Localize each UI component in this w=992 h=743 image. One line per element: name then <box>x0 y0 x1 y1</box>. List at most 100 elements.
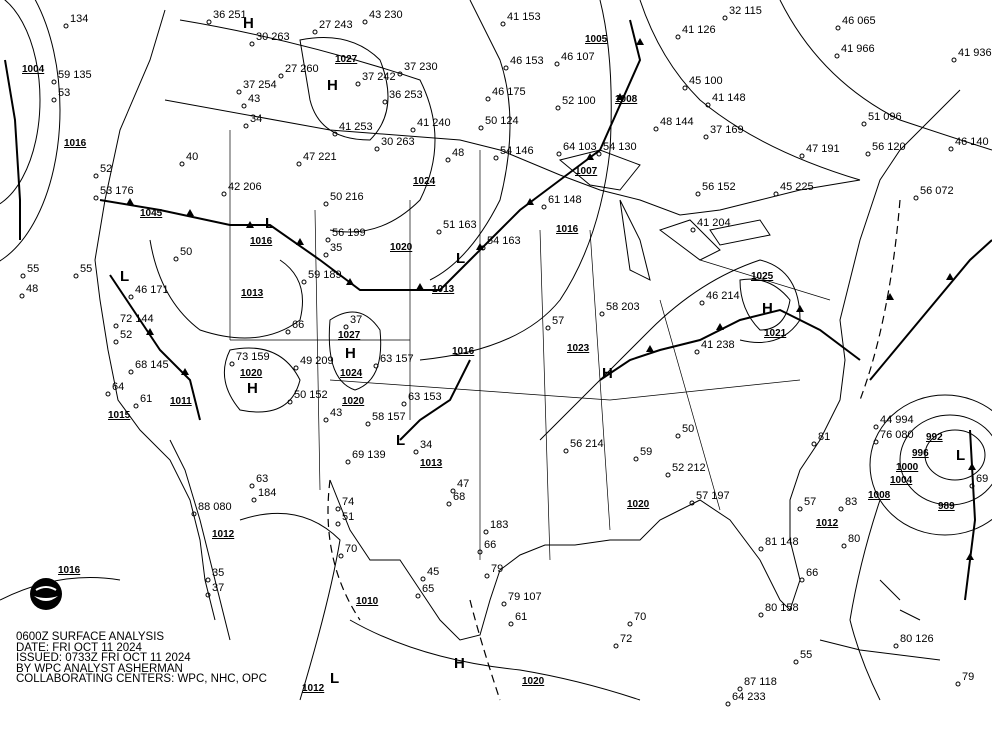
pressure-centers: H H H H H H H L L L L L L <box>120 15 965 687</box>
station-plot: 74 <box>342 496 354 508</box>
station-plot: 134 <box>70 13 88 25</box>
station-plot: 70 <box>345 543 357 555</box>
station-circle-icon <box>397 71 403 77</box>
cold-front-triangle-icon <box>126 198 134 205</box>
station-circle-icon <box>113 323 119 329</box>
station-circle-icon <box>221 191 227 197</box>
cold-front-triangle-icon <box>886 293 894 300</box>
station-circle-icon <box>285 329 291 335</box>
station-circle-icon <box>241 103 247 109</box>
station-plot: 63 <box>256 473 268 485</box>
station-circle-icon <box>484 573 490 579</box>
station-circle-icon <box>873 439 879 445</box>
station-plot: 83 <box>845 496 857 508</box>
cold-front-triangle-icon <box>616 93 624 100</box>
troughs <box>327 199 901 701</box>
station-plot: 61 <box>515 611 527 623</box>
isobar-label: 1012 <box>816 518 839 529</box>
station-circle-icon <box>689 500 695 506</box>
station-circle-icon <box>556 151 562 157</box>
station-plot: 72 144 <box>120 313 154 325</box>
station-circle-icon <box>799 153 805 159</box>
station-circle-icon <box>325 237 331 243</box>
station-plot: 76 080 <box>880 429 914 441</box>
station-circle-icon <box>811 441 817 447</box>
high-pressure-center: H <box>243 15 254 32</box>
station-plot: 48 144 <box>660 116 694 128</box>
cold-front-triangle-icon <box>636 38 644 45</box>
station-circle-icon <box>653 126 659 132</box>
station-plot: 66 <box>484 539 496 551</box>
station-plot: 48 <box>26 283 38 295</box>
high-pressure-center: H <box>602 365 613 382</box>
low-pressure-center: L <box>456 250 465 267</box>
station-plot: 56 152 <box>702 181 736 193</box>
station-plot: 51 163 <box>443 219 477 231</box>
station-plot: 52 100 <box>562 95 596 107</box>
station-plots: 134 59 135 53 55 48 52 53 176 40 50 55 46 171 72 14… <box>19 5 992 707</box>
station-circle-icon <box>229 361 235 367</box>
isobar-label: 1015 <box>108 410 131 421</box>
station-plot: 30 263 <box>256 31 290 43</box>
isobar-label: 1005 <box>585 34 608 45</box>
station-plot: 37 169 <box>710 124 744 136</box>
isobar-label: 1021 <box>764 328 787 339</box>
station-plot: 56 199 <box>332 227 366 239</box>
station-plot: 41 148 <box>712 92 746 104</box>
station-plot: 64 233 <box>732 691 766 703</box>
station-plot: 47 191 <box>806 143 840 155</box>
cold-front-triangle-icon <box>946 273 954 280</box>
station-plot: 54 130 <box>603 141 637 153</box>
station-plot: 46 175 <box>492 86 526 98</box>
station-circle-icon <box>841 543 847 549</box>
station-plot: 64 <box>112 381 124 393</box>
station-circle-icon <box>835 25 841 31</box>
isobar-label: 1024 <box>340 368 363 379</box>
station-circle-icon <box>948 146 954 152</box>
isobar-label: 1012 <box>302 683 325 694</box>
isobar-label: 992 <box>926 432 943 443</box>
station-circle-icon <box>480 245 486 251</box>
station-circle-icon <box>665 472 671 478</box>
station-plot: 41 936 <box>958 47 992 59</box>
station-circle-icon <box>477 549 483 555</box>
station-plot: 43 230 <box>369 9 403 21</box>
cold-front-triangle-icon <box>526 198 534 205</box>
isobar-label: 1008 <box>615 94 638 105</box>
station-plot: 56 214 <box>570 438 604 450</box>
station-circle-icon <box>20 273 26 279</box>
station-circle-icon <box>51 97 57 103</box>
fronts <box>4 19 992 601</box>
station-plot: 27 243 <box>319 19 353 31</box>
station-circle-icon <box>51 79 57 85</box>
station-circle-icon <box>541 204 547 210</box>
low-pressure-center: L <box>956 447 965 464</box>
station-plot: 46 153 <box>510 55 544 67</box>
isobar-label: 1016 <box>64 138 87 149</box>
isobar-label: 1000 <box>896 462 919 473</box>
station-circle-icon <box>296 161 302 167</box>
high-pressure-center: H <box>327 77 338 94</box>
station-circle-icon <box>332 131 338 137</box>
station-circle-icon <box>555 105 561 111</box>
station-plot: 40 <box>186 151 198 163</box>
isobar-label: 1007 <box>575 166 598 177</box>
station-circle-icon <box>205 592 211 598</box>
station-circle-icon <box>338 553 344 559</box>
station-plot: 46 214 <box>706 290 740 302</box>
station-circle-icon <box>545 325 551 331</box>
station-circle-icon <box>485 96 491 102</box>
station-circle-icon <box>690 227 696 233</box>
station-circle-icon <box>503 65 509 71</box>
station-circle-icon <box>703 134 709 140</box>
station-circle-icon <box>362 19 368 25</box>
station-plot: 66 <box>292 319 304 331</box>
station-circle-icon <box>73 273 79 279</box>
station-plot: 36 253 <box>389 89 423 101</box>
station-circle-icon <box>861 121 867 127</box>
cold-front-triangle-icon <box>586 153 594 160</box>
station-circle-icon <box>206 19 212 25</box>
station-circle-icon <box>93 195 99 201</box>
station-plot: 48 <box>452 147 464 159</box>
station-circle-icon <box>133 403 139 409</box>
